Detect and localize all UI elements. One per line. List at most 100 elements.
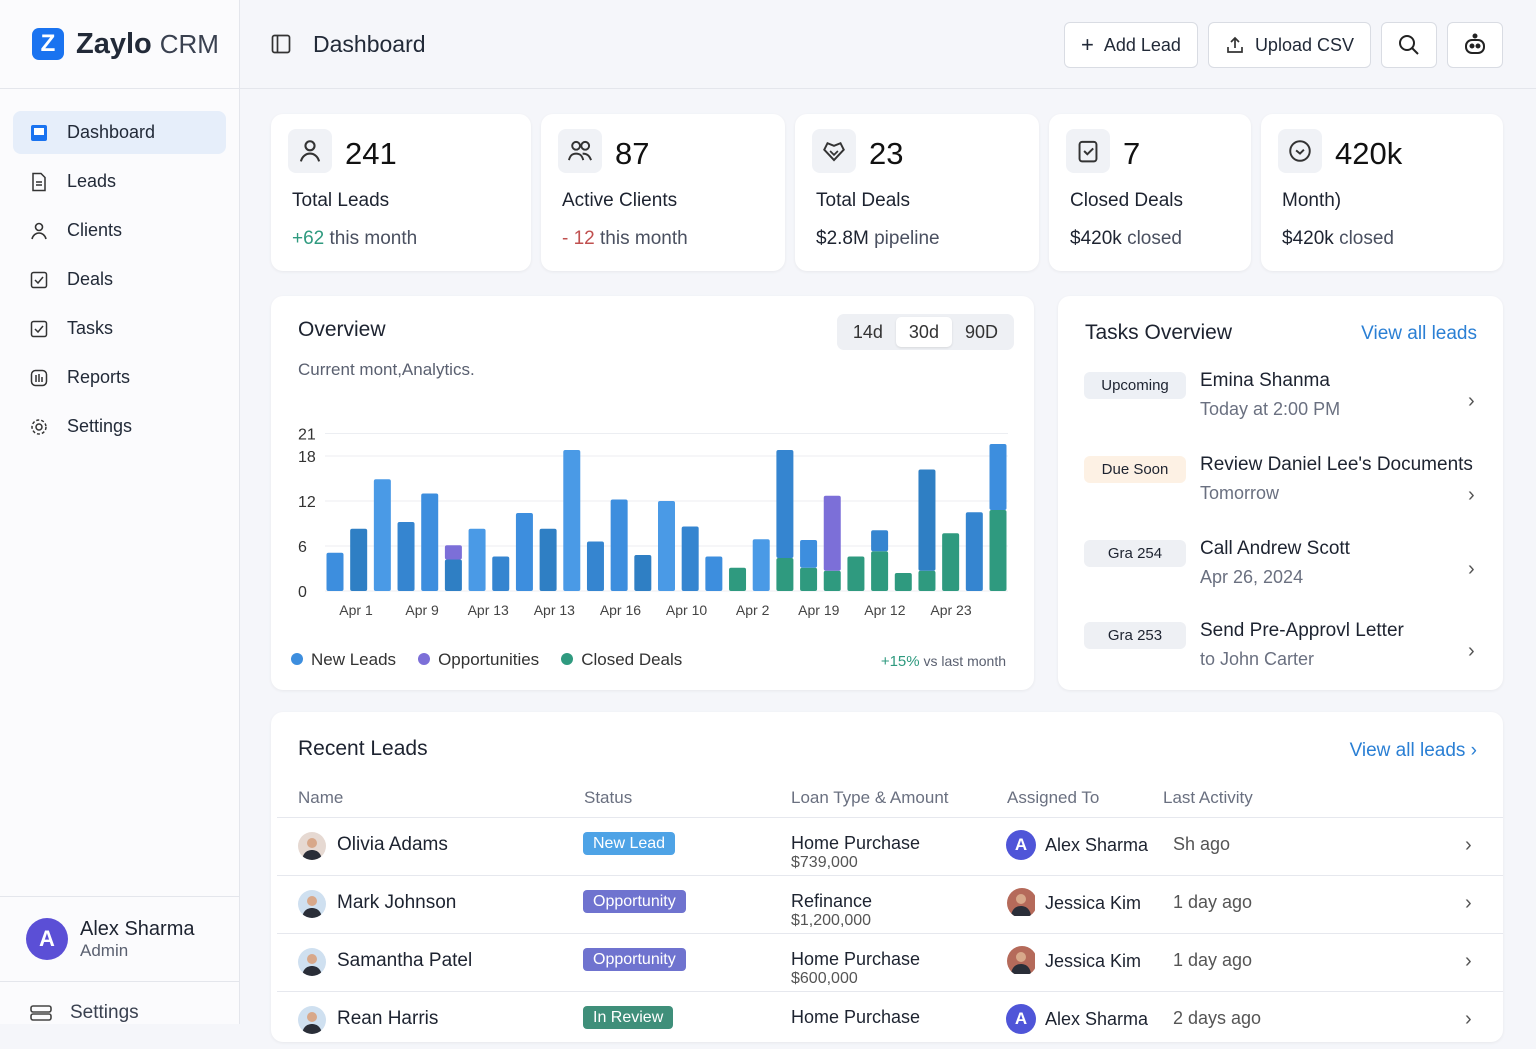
table-row[interactable]: Mark Johnson Opportunity Refinance $1,20… (277, 875, 1503, 933)
bar-new-leads[interactable] (658, 501, 675, 591)
sidebar-item-clients[interactable]: Clients (13, 209, 226, 252)
bar-new-leads[interactable] (800, 540, 818, 568)
stat-card-1[interactable]: 87 Active Clients - 12 this month (541, 114, 785, 271)
assignee-avatar (1007, 946, 1037, 976)
stat-delta: $2.8M (816, 228, 869, 249)
bar-new-leads[interactable] (681, 526, 699, 592)
header: Dashboard + Add Lead Upload CSV (240, 0, 1536, 89)
upload-csv-label: Upload CSV (1254, 34, 1354, 55)
bar-new-leads[interactable] (752, 539, 770, 591)
bar-closed-deals[interactable] (776, 558, 794, 591)
bottom-settings[interactable]: Settings (30, 1002, 139, 1024)
sidebar-item-reports[interactable]: Reports (13, 356, 226, 399)
bar-closed-deals[interactable] (871, 551, 889, 591)
page-title: Dashboard (313, 30, 426, 57)
sidebar-toggle-icon[interactable] (271, 34, 291, 54)
sidebar-item-tasks[interactable]: Tasks (13, 307, 226, 350)
range-90D[interactable]: 90D (964, 321, 998, 342)
bar-new-leads[interactable] (586, 541, 604, 592)
bar-new-leads[interactable] (350, 528, 368, 591)
bar-new-leads[interactable] (468, 528, 486, 591)
overview-card: Overview Current mont,Analytics. 14d 30d 9… (271, 296, 1034, 690)
bar-new-leads[interactable] (610, 499, 628, 592)
bar-new-leads[interactable] (326, 552, 344, 591)
leads-view-all-link[interactable]: View all leads › (1350, 740, 1477, 762)
bar-closed-deals[interactable] (918, 570, 936, 591)
chevron-right-icon[interactable]: › (1465, 834, 1472, 856)
assigned-to: Alex Sharma (1045, 1009, 1149, 1029)
lead-name[interactable]: Samantha Patel (337, 950, 473, 971)
assignee-avatar (1007, 888, 1037, 918)
loan-amount: $600,000 (791, 970, 858, 987)
sidebar-item-settings[interactable]: Settings (13, 405, 226, 448)
table-row[interactable]: Samantha Patel Opportunity Home Purchase… (277, 933, 1503, 991)
assistant-button[interactable] (1447, 22, 1503, 68)
bar-closed-deals[interactable] (847, 556, 865, 592)
stat-label: Active Clients (562, 190, 678, 211)
bar-new-leads[interactable] (397, 522, 415, 591)
search-icon (1399, 35, 1419, 55)
checkbox-icon (30, 271, 48, 288)
search-button[interactable] (1381, 22, 1437, 68)
tasks-view-all-link[interactable]: View all leads (1361, 323, 1477, 344)
user-profile[interactable]: A Alex Sharma Admin (0, 896, 239, 982)
bar-new-leads[interactable] (634, 555, 652, 591)
bar-new-leads[interactable] (989, 444, 1007, 510)
bar-new-leads[interactable] (776, 450, 794, 558)
sidebar-item-dashboard[interactable]: Dashboard (13, 111, 226, 154)
sidebar-item-leads[interactable]: Leads (13, 160, 226, 203)
stat-card-3[interactable]: 7 Closed Deals $420k closed (1049, 114, 1251, 271)
task-sub: to John Carter (1200, 649, 1315, 669)
bar-new-leads[interactable] (421, 493, 439, 592)
y-tick-label: 0 (298, 584, 307, 601)
bar-new-leads[interactable] (492, 556, 510, 592)
sidebar-item-label: Dashboard (67, 122, 156, 142)
loan-type: Home Purchase (791, 949, 921, 969)
stat-card-0[interactable]: 241 Total Leads +62 this month (271, 114, 531, 271)
bar-new-leads[interactable] (965, 512, 983, 591)
bar-new-leads[interactable] (515, 513, 533, 591)
bar-new-leads[interactable] (918, 469, 936, 571)
x-tick-label: Apr 9 (405, 602, 439, 618)
loan-amount: $1,200,000 (791, 912, 872, 929)
stat-label: Month) (1282, 190, 1342, 211)
task-badge: Due Soon (1084, 456, 1186, 483)
bar-new-leads[interactable] (373, 479, 391, 591)
chevron-right-icon[interactable]: › (1465, 1008, 1472, 1030)
sidebar-item-deals[interactable]: Deals (13, 258, 226, 301)
chevron-right-icon: › (1468, 484, 1475, 506)
task-badge: Gra 254 (1084, 540, 1186, 567)
bar-new-leads[interactable] (705, 556, 723, 592)
task-sub: Tomorrow (1200, 483, 1280, 503)
x-tick-label: Apr 13 (534, 602, 575, 618)
table-row[interactable]: Olivia Adams New Lead Home Purchase $739… (277, 817, 1503, 875)
bar-closed-deals[interactable] (989, 510, 1007, 591)
bar-new-leads[interactable] (539, 528, 557, 591)
stat-icon-box (288, 129, 332, 173)
bar-new-leads[interactable] (563, 450, 581, 591)
upload-csv-button[interactable]: Upload CSV (1207, 22, 1371, 68)
logo[interactable]: Z Zaylo CRM (0, 0, 239, 89)
lead-name[interactable]: Olivia Adams (337, 834, 448, 855)
bar-closed-deals[interactable] (729, 567, 747, 591)
bar-new-leads[interactable] (871, 530, 889, 552)
chart-legend: New Leads Opportunities Closed Deals (291, 650, 682, 670)
chevron-right-icon[interactable]: › (1465, 950, 1472, 972)
bar-closed-deals[interactable] (894, 573, 912, 591)
bar-closed-deals[interactable] (800, 567, 818, 591)
lead-name[interactable]: Mark Johnson (337, 892, 457, 913)
table-row[interactable]: Rean Harris In Review Home Purchase A Al… (277, 991, 1503, 1049)
bar-opportunities[interactable] (444, 545, 462, 560)
stat-card-2[interactable]: 23 Total Deals $2.8M pipeline (795, 114, 1039, 271)
range-14d[interactable]: 14d (852, 321, 883, 342)
bar-closed-deals[interactable] (823, 570, 841, 591)
chevron-right-icon[interactable]: › (1465, 892, 1472, 914)
bar-new-leads[interactable] (444, 559, 462, 592)
bar-opportunities[interactable] (823, 495, 841, 571)
lead-name[interactable]: Rean Harris (337, 1008, 439, 1029)
bar-closed-deals[interactable] (942, 533, 960, 591)
stat-card-4[interactable]: 420k Month) $420k closed (1261, 114, 1503, 271)
add-lead-button[interactable]: + Add Lead (1064, 22, 1198, 68)
legend-label: New Leads (311, 650, 397, 669)
range-30d[interactable]: 30d (895, 317, 952, 347)
